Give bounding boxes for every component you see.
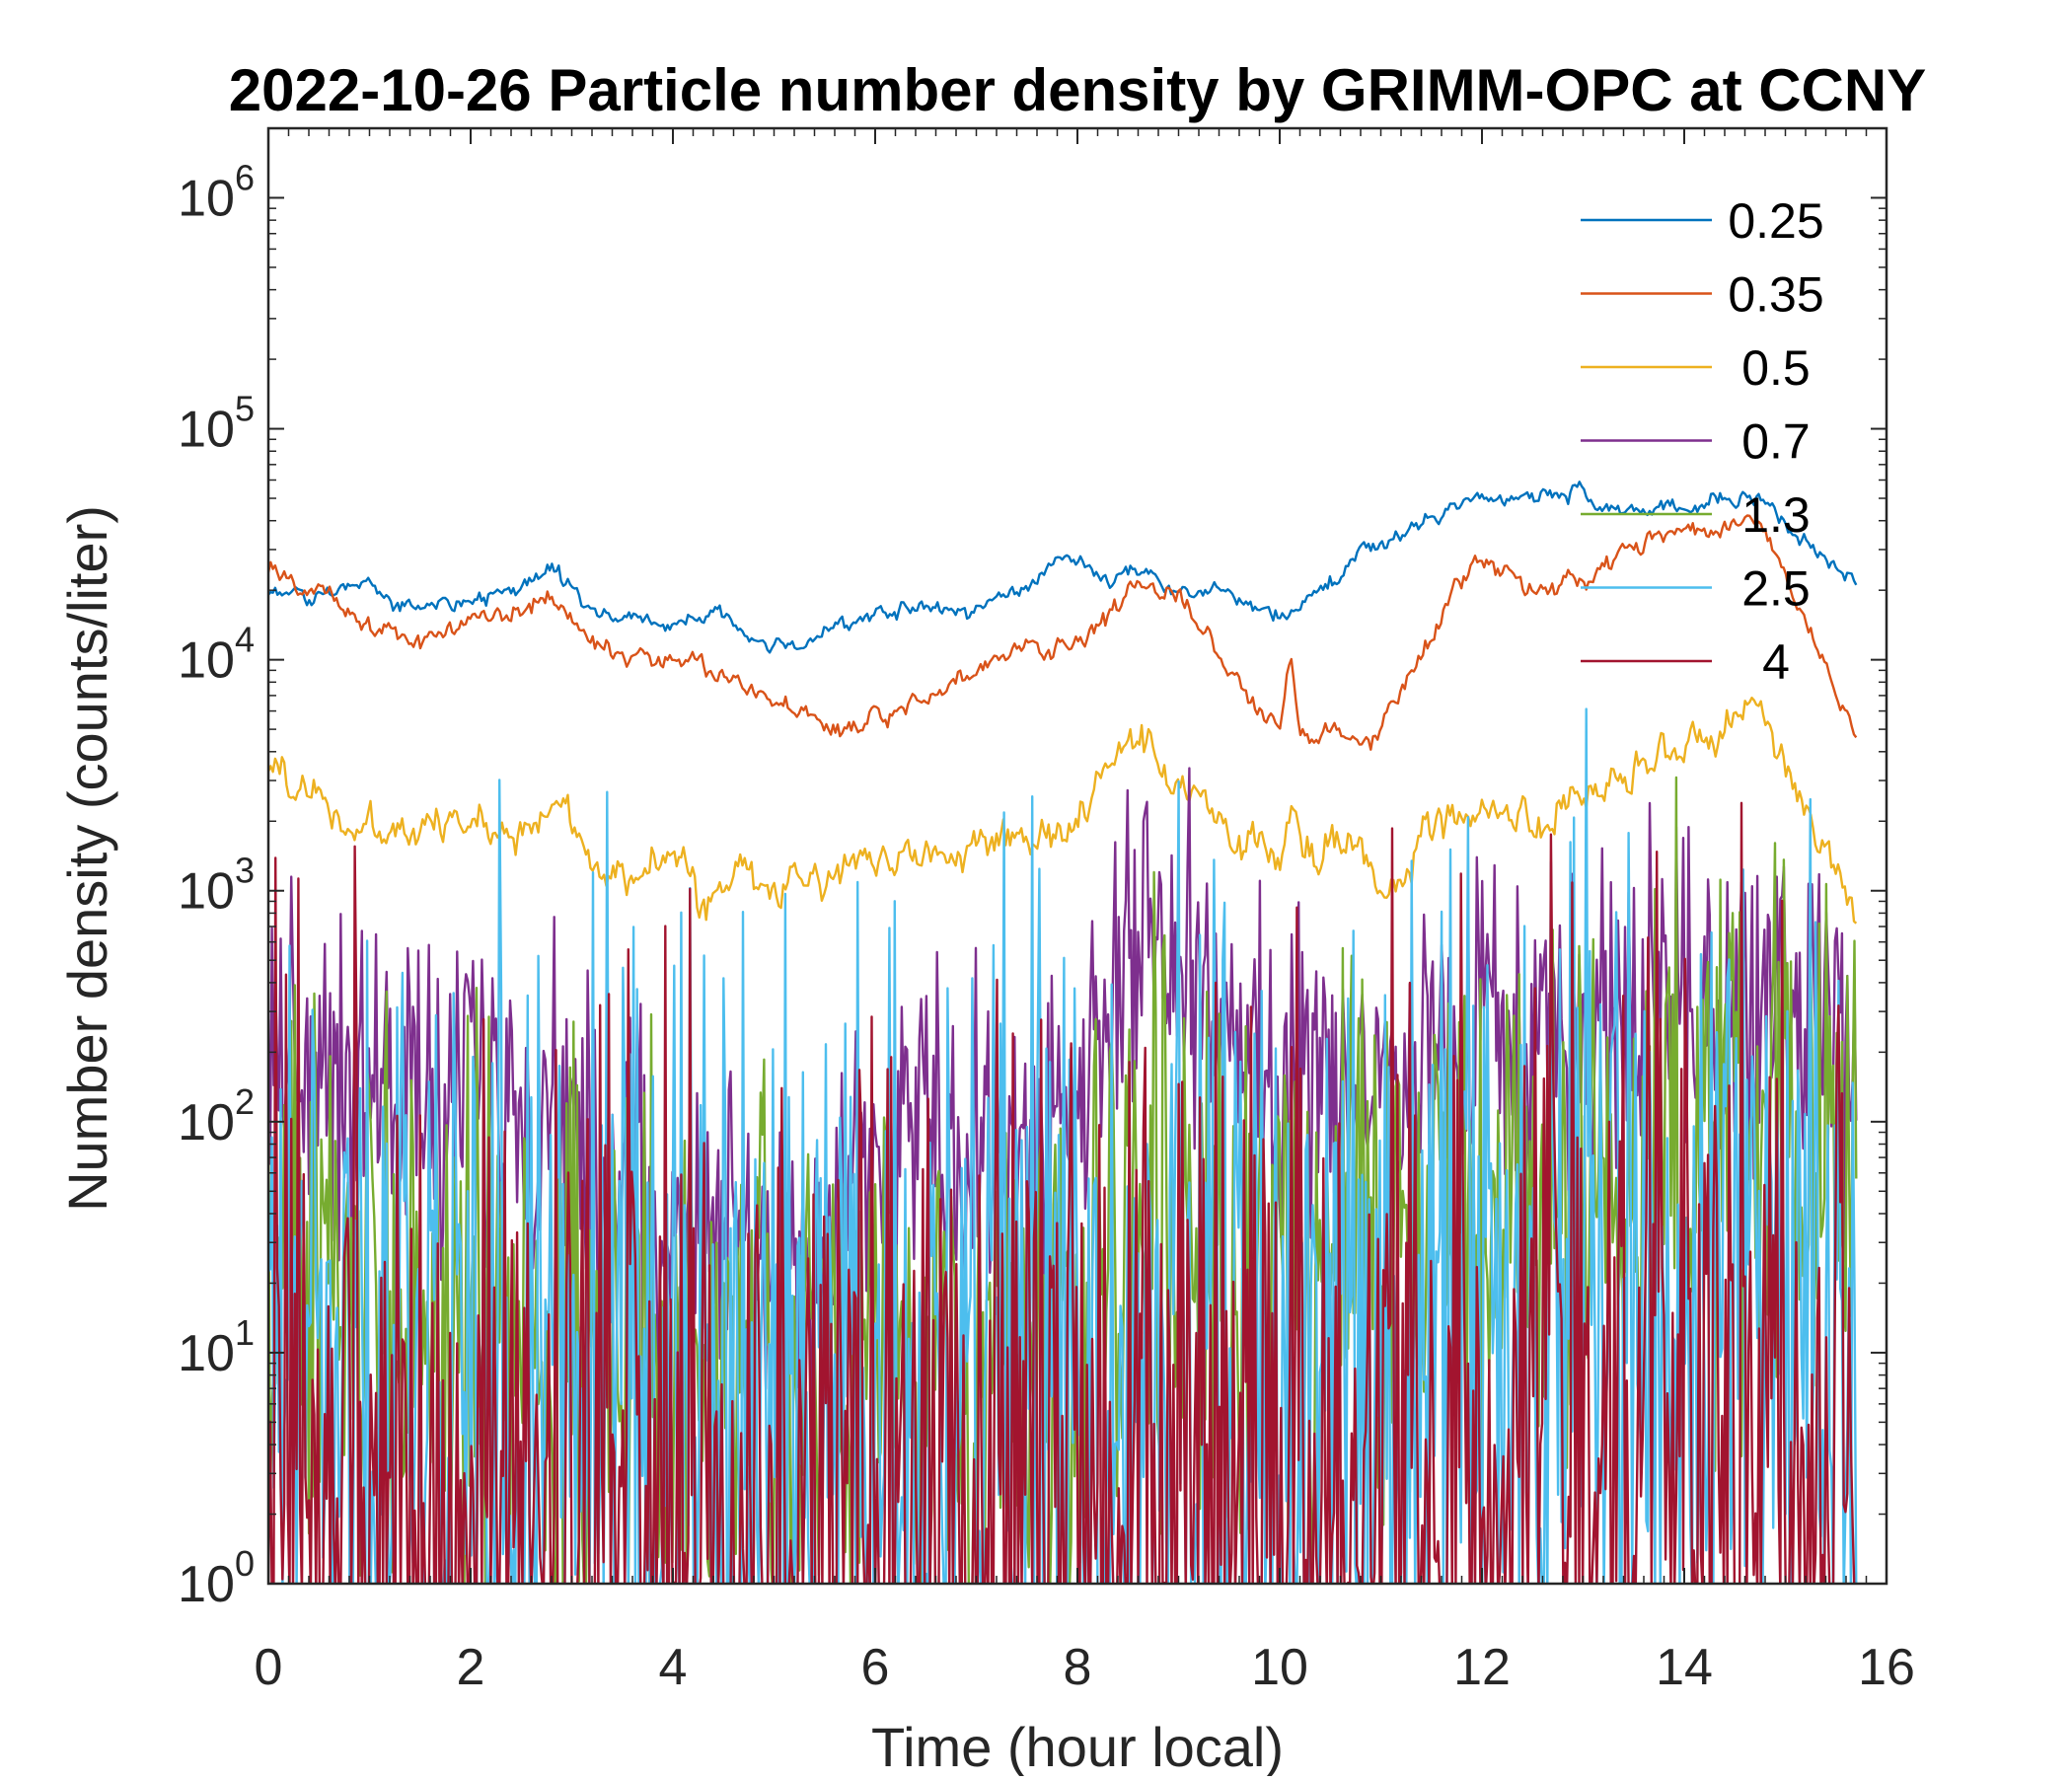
x-tick-label: 2 xyxy=(457,1639,485,1696)
x-tick-labels: 0 2 4 6 8 10 12 14 16 xyxy=(255,1639,1915,1696)
plot-area-frame xyxy=(266,126,1888,1586)
chart-title: 2022-10-26 Particle number density by GR… xyxy=(229,57,1927,123)
legend-label: 2.5 xyxy=(1741,561,1811,617)
y-tick-label: 105 xyxy=(178,389,255,459)
y-tick-label: 100 xyxy=(178,1543,255,1613)
y-tick-label: 101 xyxy=(178,1312,255,1382)
legend-label: 0.5 xyxy=(1741,340,1811,396)
series-layer xyxy=(268,481,1858,1584)
legend-label: 1.3 xyxy=(1741,487,1811,543)
legend: 0.25 0.35 0.5 0.7 1.3 2.5 4 xyxy=(1581,193,1824,690)
x-tick-label: 6 xyxy=(861,1639,890,1696)
series-line-0.35 xyxy=(268,514,1858,751)
series-line-2.5 xyxy=(268,707,1858,1584)
x-tick-label: 10 xyxy=(1251,1639,1308,1696)
axes-layer xyxy=(267,127,1887,1585)
x-tick-label: 12 xyxy=(1453,1639,1511,1696)
y-tick-label: 106 xyxy=(178,157,255,227)
legend-label: 0.7 xyxy=(1741,414,1811,470)
series-line-0.25 xyxy=(268,481,1858,654)
y-tick-label: 104 xyxy=(178,620,255,690)
x-tick-label: 0 xyxy=(255,1639,283,1696)
legend-label: 0.25 xyxy=(1728,193,1823,249)
x-axis-label: Time (hour local) xyxy=(871,1716,1284,1776)
x-tick-label: 14 xyxy=(1656,1639,1713,1696)
series-line-4 xyxy=(268,801,1856,1584)
legend-label: 0.35 xyxy=(1728,267,1823,323)
y-tick-label: 102 xyxy=(178,1081,255,1151)
y-tick-label: 103 xyxy=(178,851,255,921)
y-axis-label: Number density (counts/liter) xyxy=(56,505,118,1212)
x-tick-label: 8 xyxy=(1064,1639,1092,1696)
y-tick-labels: 100 101 102 103 104 105 106 xyxy=(178,157,255,1613)
legend-label: 4 xyxy=(1762,634,1790,690)
x-tick-label: 16 xyxy=(1858,1639,1915,1696)
x-tick-label: 4 xyxy=(659,1639,688,1696)
series-line-0.5 xyxy=(268,697,1858,925)
